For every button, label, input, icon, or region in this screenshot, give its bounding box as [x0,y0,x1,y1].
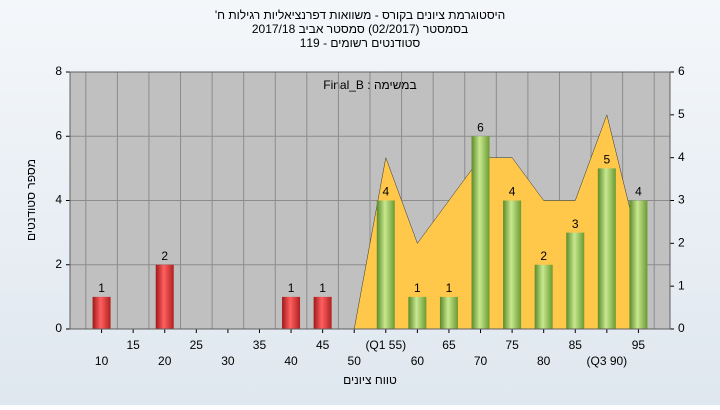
y2-tick-label: 1 [678,278,685,292]
y2-tick-label: 2 [678,236,685,250]
bar [534,264,553,329]
y-tick-label: 6 [55,128,62,142]
bar [439,296,458,329]
data-label: 4 [382,185,389,199]
y2-tick-label: 0 [678,321,685,335]
data-label: 3 [572,217,579,231]
x-tick-label: 25 [190,338,204,352]
x-tick-label: 15 [126,338,140,352]
x-tick-label: 10 [95,354,109,368]
chart-subtitle: בסמסטר (02/2017) סמסטר אביב 2017/18 [252,22,468,36]
data-label: 2 [161,249,168,263]
data-label: 1 [414,281,421,295]
data-label: 4 [635,185,642,199]
y2-tick-label: 4 [678,150,685,164]
bar [376,200,395,329]
y2-tick-label: 6 [678,64,685,78]
x-tick-label: 20 [158,354,172,368]
data-label: 1 [446,281,453,295]
y-tick-label: 0 [55,321,62,335]
data-label: 6 [477,120,484,134]
y-tick-label: 4 [55,193,62,207]
x-tick-label: 30 [221,354,235,368]
x-tick-label: (Q3 90) [586,354,627,368]
bar [566,232,585,329]
y2-tick-label: 5 [678,107,685,121]
bar [629,200,648,329]
bar [92,296,111,329]
data-label: 1 [319,281,326,295]
bar [597,168,616,329]
bar [471,136,490,329]
y2-tick-label: 3 [678,193,685,207]
bar [313,296,332,329]
y-axis-label: מספר סטודנטים [24,159,38,241]
x-tick-label: 60 [411,354,425,368]
plot-border [69,71,671,330]
x-axis-label: טווח ציונים [343,373,397,387]
data-label: 1 [288,281,295,295]
data-label: 4 [509,185,516,199]
data-label: 1 [98,281,105,295]
x-tick-label: (Q1 55) [365,338,406,352]
x-tick-label: 40 [284,354,298,368]
bar [503,200,522,329]
x-tick-label: 50 [348,354,362,368]
data-label: 5 [603,153,610,167]
x-tick-label: 70 [474,354,488,368]
x-tick-label: 85 [569,338,583,352]
y-tick-label: 2 [55,257,62,271]
y-tick-label: 8 [55,64,62,78]
data-label: 2 [540,249,547,263]
x-tick-label: 80 [537,354,551,368]
bar [155,264,174,329]
chart-subtitle: סטודנטים רשומים - 119 [300,36,421,50]
chart-title: היסטוגרמת ציונים בקורס - משוואות דפרנציא… [215,8,505,22]
bar [282,296,301,329]
x-tick-label: 45 [316,338,330,352]
x-tick-label: 35 [253,338,267,352]
x-tick-label: 95 [632,338,646,352]
bar [408,296,427,329]
x-tick-label: 65 [442,338,456,352]
x-tick-label: 75 [505,338,519,352]
